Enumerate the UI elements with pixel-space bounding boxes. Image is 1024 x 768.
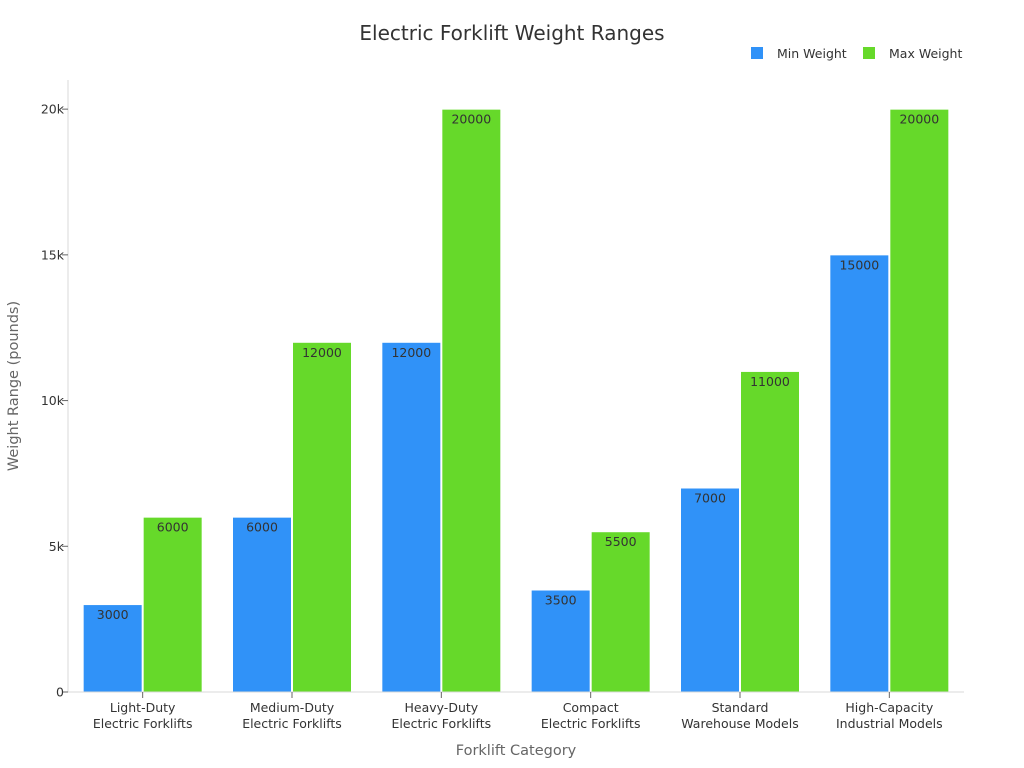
bar-max-weight[interactable] [740,370,800,693]
bar-min-weight[interactable] [381,341,442,693]
bar-data-label: 20000 [451,112,491,127]
bar-data-label: 20000 [899,112,939,127]
bar-data-label: 3000 [97,607,129,622]
bar-data-label: 12000 [302,345,342,360]
x-tick-label-line: Industrial Models [836,716,943,731]
bar-max-weight[interactable] [441,108,502,693]
x-axis-title: Forklift Category [456,743,577,759]
x-tick-label-line: Light-Duty [110,700,176,715]
bar-max-weight[interactable] [292,341,352,693]
bar-data-label: 7000 [694,491,726,506]
y-tick-label: 10k [41,393,65,408]
x-tick-label-line: Electric Forklifts [93,716,193,731]
x-tick-label-line: Heavy-Duty [404,700,478,715]
x-tick-label-line: Warehouse Models [681,716,799,731]
x-tick-label-line: Standard [712,700,769,715]
bar-data-label: 11000 [750,374,790,389]
legend-label[interactable]: Min Weight [777,46,847,61]
bar-labels-group: 3000 6000 6000 12000 12000 20000 3500 5500 7000 1… [97,112,940,622]
x-tick-label: Light-Duty Electric Forklifts [93,700,193,731]
x-tick-label-line: High-Capacity [845,700,933,715]
bar-max-weight[interactable] [590,531,651,693]
x-tick-label-line: Medium-Duty [250,700,335,715]
x-tick-label-line: Compact [563,700,619,715]
bar-min-weight[interactable] [530,589,591,693]
legend-swatch [863,47,875,59]
bar-min-weight[interactable] [829,254,890,693]
bar-data-label: 6000 [157,520,189,535]
bar-min-weight[interactable] [232,516,292,693]
bar-max-weight[interactable] [142,516,203,693]
x-tick-label: Heavy-Duty Electric Forklifts [392,700,492,731]
bar-max-weight[interactable] [889,108,950,693]
legend: Min Weight Max Weight [751,46,962,61]
y-tick-label: 15k [41,247,65,262]
chart-title: Electric Forklift Weight Ranges [359,21,664,45]
bar-data-label: 5500 [605,534,637,549]
legend-swatch [751,47,763,59]
bar-data-label: 12000 [391,345,431,360]
x-tick-label-line: Electric Forklifts [541,716,641,731]
x-tick-label-line: Electric Forklifts [392,716,492,731]
bars-group [82,108,950,693]
y-axis-title: Weight Range (pounds) [6,301,22,471]
legend-label[interactable]: Max Weight [889,46,962,61]
y-tick-label: 0 [56,685,64,700]
y-tick-label: 20k [41,102,65,117]
x-tick-label-line: Electric Forklifts [242,716,342,731]
bar-data-label: 3500 [545,593,577,608]
y-tick-label: 5k [49,539,65,554]
bar-data-label: 15000 [839,257,879,272]
x-tick-label: High-Capacity Industrial Models [836,700,943,731]
bar-min-weight[interactable] [82,604,143,693]
x-tick-label: Compact Electric Forklifts [541,700,641,731]
x-tick-label: Standard Warehouse Models [681,700,799,731]
bar-data-label: 6000 [246,520,278,535]
x-tick-label: Medium-Duty Electric Forklifts [242,700,342,731]
bar-min-weight[interactable] [680,487,740,693]
